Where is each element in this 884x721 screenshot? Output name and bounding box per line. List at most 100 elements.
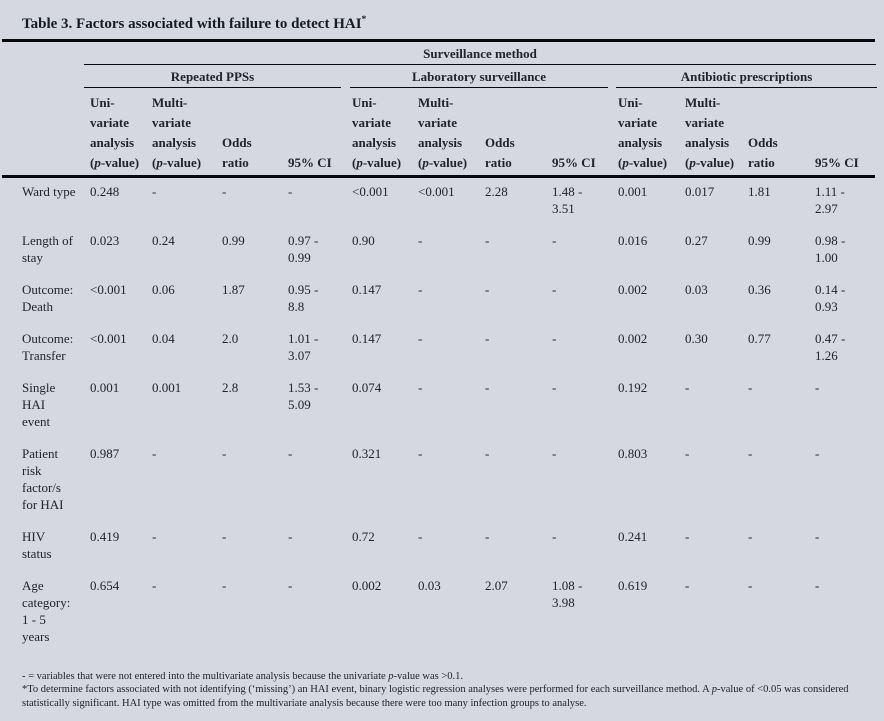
column-header: 95% CI bbox=[288, 155, 332, 170]
data-cell: 0.074 bbox=[352, 379, 382, 395]
data-cell: - bbox=[815, 379, 820, 395]
row-label: Single HAI event bbox=[22, 379, 56, 429]
data-cell: 0.147 bbox=[352, 330, 382, 346]
data-cell: <0.001 bbox=[90, 330, 127, 346]
data-cell: - bbox=[815, 445, 820, 461]
data-cell: 0.147 bbox=[352, 281, 382, 297]
table-title: Table 3. Factors associated with failure… bbox=[0, 0, 884, 35]
footnote-dash-definition: - = variables that were not entered into… bbox=[22, 670, 464, 682]
column-header: Uni-variate analysis (p-value) bbox=[90, 95, 140, 170]
data-cell: - bbox=[748, 528, 753, 544]
data-cell: 0.99 bbox=[222, 232, 245, 248]
data-cell: - bbox=[685, 577, 690, 593]
data-cell: - bbox=[485, 281, 490, 297]
data-cell: - bbox=[552, 528, 557, 544]
data-cell: 0.95 - 8.8 bbox=[288, 281, 319, 314]
data-cell: - bbox=[418, 232, 423, 248]
data-cell: 0.98 - 1.00 bbox=[815, 232, 846, 265]
header-body-rule bbox=[2, 175, 875, 178]
data-cell: - bbox=[222, 528, 227, 544]
data-cell: 0.023 bbox=[90, 232, 120, 248]
row-label: Outcome: Death bbox=[22, 281, 74, 314]
data-cell: - bbox=[748, 379, 753, 395]
data-cell: 0.002 bbox=[618, 330, 648, 346]
data-cell: - bbox=[815, 577, 820, 593]
column-header: Multi-variate analysis (p-value) bbox=[418, 95, 468, 170]
data-cell: - bbox=[552, 232, 557, 248]
table-title-text: Table 3. Factors associated with failure… bbox=[22, 16, 362, 32]
data-cell: - bbox=[485, 330, 490, 346]
data-cell: - bbox=[418, 445, 423, 461]
top-rule bbox=[2, 39, 875, 42]
data-cell: - bbox=[222, 183, 227, 199]
data-cell: 0.72 bbox=[352, 528, 375, 544]
data-cell: 2.07 bbox=[485, 577, 508, 593]
data-cell: - bbox=[152, 445, 157, 461]
data-cell: 1.01 - 3.07 bbox=[288, 330, 319, 363]
data-cell: - bbox=[685, 379, 690, 395]
column-header: Multi-variate analysis (p-value) bbox=[685, 95, 735, 170]
data-cell: 0.192 bbox=[618, 379, 648, 395]
data-cell: <0.001 bbox=[90, 281, 127, 297]
data-cell: - bbox=[748, 445, 753, 461]
data-cell: - bbox=[685, 445, 690, 461]
data-cell: 0.24 bbox=[152, 232, 175, 248]
data-cell: 0.001 bbox=[90, 379, 120, 395]
data-cell: 0.248 bbox=[90, 183, 120, 199]
data-cell: - bbox=[418, 379, 423, 395]
row-label: Ward type bbox=[22, 183, 76, 199]
column-header: Odds ratio bbox=[748, 135, 778, 170]
group-header-antibiotic-prescriptions: Antibiotic prescriptions bbox=[616, 68, 877, 88]
data-cell: - bbox=[222, 445, 227, 461]
data-cell: 0.002 bbox=[618, 281, 648, 297]
data-cell: - bbox=[552, 445, 557, 461]
data-cell: 0.90 bbox=[352, 232, 375, 248]
column-header: Multi-variate analysis (p-value) bbox=[152, 95, 202, 170]
row-label: Patient risk factor/s for HAI bbox=[22, 445, 64, 512]
group-header-laboratory-surveillance: Laboratory surveillance bbox=[350, 68, 608, 88]
data-cell: 0.04 bbox=[152, 330, 175, 346]
row-label: Outcome: Transfer bbox=[22, 330, 74, 363]
data-cell: 0.06 bbox=[152, 281, 175, 297]
data-cell: <0.001 bbox=[418, 183, 455, 199]
column-header: Uni-variate analysis (p-value) bbox=[352, 95, 402, 170]
data-cell: - bbox=[685, 528, 690, 544]
group-header-row: Repeated PPSs Laboratory surveillance An… bbox=[84, 68, 884, 88]
data-cell: 1.11 - 2.97 bbox=[815, 183, 845, 216]
data-cell: 0.03 bbox=[418, 577, 441, 593]
data-cell: - bbox=[288, 528, 293, 544]
data-cell: - bbox=[222, 577, 227, 593]
footnotes: - = variables that were not entered into… bbox=[22, 670, 872, 711]
data-cell: 0.27 bbox=[685, 232, 708, 248]
data-cell: 1.53 - 5.09 bbox=[288, 379, 319, 412]
data-cell: 2.28 bbox=[485, 183, 508, 199]
data-cell: 0.017 bbox=[685, 183, 715, 199]
data-cell: 0.419 bbox=[90, 528, 120, 544]
data-cell: - bbox=[748, 577, 753, 593]
data-cell: 0.47 - 1.26 bbox=[815, 330, 846, 363]
data-cell: 0.03 bbox=[685, 281, 708, 297]
data-cell: 2.0 bbox=[222, 330, 239, 346]
data-cell: - bbox=[552, 281, 557, 297]
data-cell: - bbox=[552, 330, 557, 346]
column-header: 95% CI bbox=[552, 155, 596, 170]
column-header: Odds ratio bbox=[485, 135, 515, 170]
data-cell: - bbox=[485, 232, 490, 248]
data-cell: - bbox=[288, 577, 293, 593]
data-cell: 1.08 - 3.98 bbox=[552, 577, 583, 610]
footnote-asterisk-definition: *To determine factors associated with no… bbox=[22, 684, 849, 709]
data-cell: 0.99 bbox=[748, 232, 771, 248]
row-label: HIV status bbox=[22, 528, 52, 561]
table-body: Ward type 0.248 - - - <0.001 <0.001 2.28 1.48 - … bbox=[22, 183, 876, 660]
data-cell: 0.001 bbox=[152, 379, 182, 395]
data-cell: 0.30 bbox=[685, 330, 708, 346]
data-cell: 0.016 bbox=[618, 232, 648, 248]
data-cell: 0.654 bbox=[90, 577, 120, 593]
data-cell: 0.987 bbox=[90, 445, 120, 461]
data-cell: 0.97 - 0.99 bbox=[288, 232, 319, 265]
data-cell: - bbox=[552, 379, 557, 395]
data-cell: - bbox=[418, 330, 423, 346]
data-cell: 1.87 bbox=[222, 281, 245, 297]
row-label: Length of stay bbox=[22, 232, 73, 265]
